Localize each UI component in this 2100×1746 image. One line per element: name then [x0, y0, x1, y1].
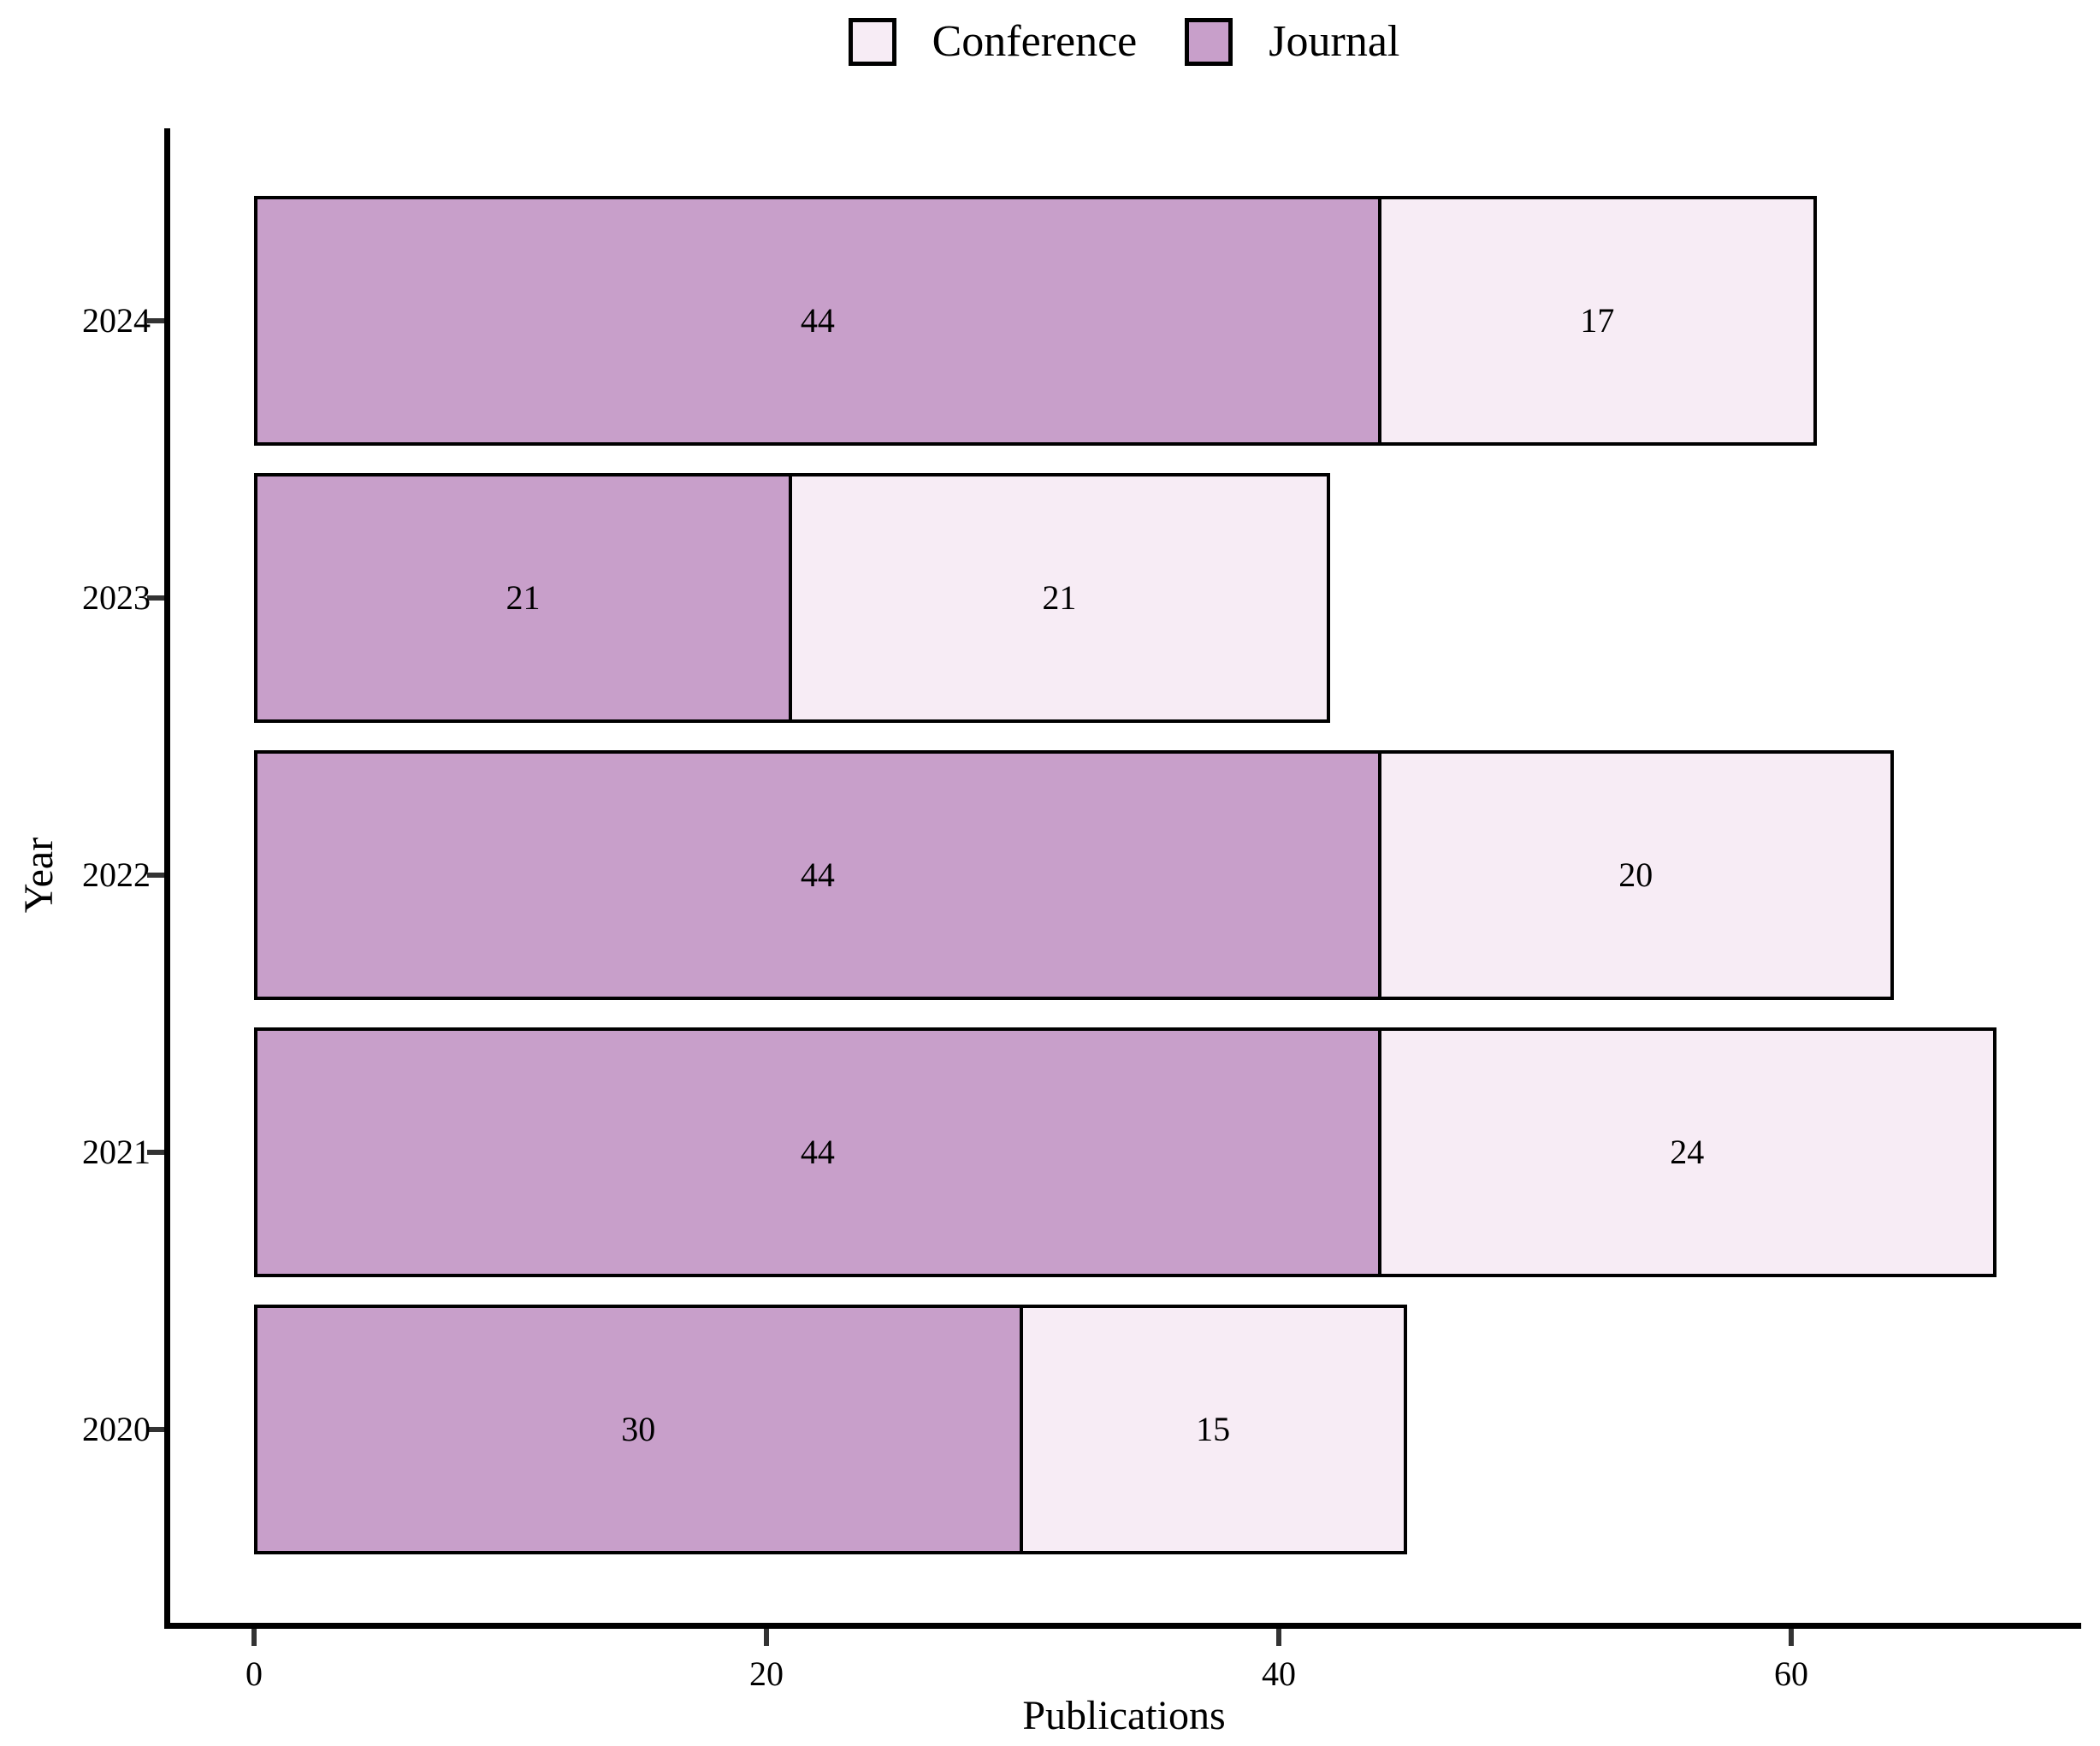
x-tick-mark [764, 1629, 769, 1646]
bar-value-label: 30 [621, 1410, 656, 1448]
bar-value-label: 21 [1042, 578, 1077, 617]
bar-value-label: 21 [506, 578, 541, 617]
x-tick-label: 20 [749, 1654, 784, 1693]
bar-segment-conference-2024: 17 [1377, 196, 1817, 446]
y-tick-label: 2020 [82, 1410, 151, 1448]
bar-value-label: 44 [800, 855, 835, 894]
x-tick-label: 0 [245, 1654, 263, 1693]
y-tick-mark [147, 318, 164, 323]
bar-segment-conference-2021: 24 [1377, 1027, 1996, 1277]
x-tick-mark [251, 1629, 257, 1646]
bar-value-label: 17 [1580, 301, 1615, 340]
y-tick-label: 2021 [82, 1133, 151, 1171]
legend-item-journal: Journal [1185, 18, 1399, 66]
x-tick-label: 40 [1262, 1654, 1296, 1693]
y-tick-mark [147, 873, 164, 878]
y-tick-mark [147, 595, 164, 601]
legend-item-conference: Conference [848, 17, 1138, 66]
bar-segment-journal-2023: 21 [254, 473, 792, 723]
bar-segment-journal-2024: 44 [254, 196, 1381, 446]
bar-value-label: 24 [1670, 1133, 1705, 1171]
legend: Conference Journal [167, 12, 2081, 72]
y-tick-mark [147, 1150, 164, 1155]
x-tick-mark [1789, 1629, 1794, 1646]
x-tick-mark [1276, 1629, 1281, 1646]
bar-value-label: 15 [1196, 1410, 1231, 1448]
bar-segment-journal-2021: 44 [254, 1027, 1381, 1277]
bar-value-label: 44 [800, 1133, 835, 1171]
y-tick-label: 2024 [82, 301, 151, 340]
bar-segment-journal-2022: 44 [254, 750, 1381, 1000]
x-tick-label: 60 [1774, 1654, 1808, 1693]
y-tick-mark [147, 1427, 164, 1432]
bar-segment-conference-2023: 21 [788, 473, 1330, 723]
legend-label-journal: Journal [1269, 17, 1400, 66]
y-axis-title: Year [16, 837, 62, 914]
bar-segment-journal-2020: 30 [254, 1305, 1023, 1554]
y-tick-label: 2023 [82, 578, 151, 617]
y-tick-label: 2022 [82, 855, 151, 894]
bar-segment-conference-2022: 20 [1377, 750, 1894, 1000]
x-axis-line [164, 1623, 2081, 1629]
bar-value-label: 44 [800, 301, 835, 340]
bar-segment-conference-2020: 15 [1019, 1305, 1407, 1554]
journal-swatch-icon [1185, 18, 1233, 66]
conference-swatch-icon [848, 18, 896, 66]
y-axis-line [164, 128, 170, 1629]
bar-value-label: 20 [1618, 855, 1653, 894]
x-axis-title: Publications [1022, 1693, 1226, 1738]
legend-label-conference: Conference [932, 17, 1138, 66]
